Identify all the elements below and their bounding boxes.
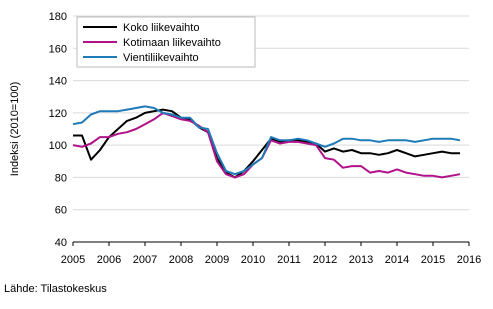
x-tick-label: 2009 [205, 254, 229, 266]
y-tick-label: 120 [49, 108, 67, 120]
y-tick-label: 140 [49, 76, 67, 88]
y-axis-label: Indeksi (2010=100) [9, 82, 21, 176]
y-tick-label: 80 [55, 172, 67, 184]
y-tick-label: 40 [55, 237, 67, 249]
x-tick-label: 2012 [313, 254, 337, 266]
legend-label: Vientiliikevaihto [123, 52, 199, 64]
x-tick-label: 2016 [457, 254, 481, 266]
legend-label: Koko liikevaihto [123, 22, 199, 34]
x-tick-label: 2005 [61, 254, 85, 266]
series-line [72, 105, 461, 176]
x-tick-label: 2014 [385, 254, 409, 266]
x-tick-label: 2006 [97, 254, 121, 266]
x-tick-label: 2007 [133, 254, 157, 266]
x-tick-label: 2010 [241, 254, 265, 266]
x-tick-label: 2015 [421, 254, 445, 266]
series-line [73, 108, 460, 179]
legend-label: Kotimaan liikevaihto [123, 37, 221, 49]
x-tick-label: 2011 [277, 254, 301, 266]
x-tick-label: 2008 [169, 254, 193, 266]
y-tick-label: 180 [49, 11, 67, 23]
x-tick-label: 2013 [349, 254, 373, 266]
y-tick-label: 60 [55, 205, 67, 217]
y-tick-label: 160 [49, 43, 67, 55]
y-tick-label: 100 [49, 140, 67, 152]
source: Lähde: Tilastokeskus [4, 283, 107, 295]
